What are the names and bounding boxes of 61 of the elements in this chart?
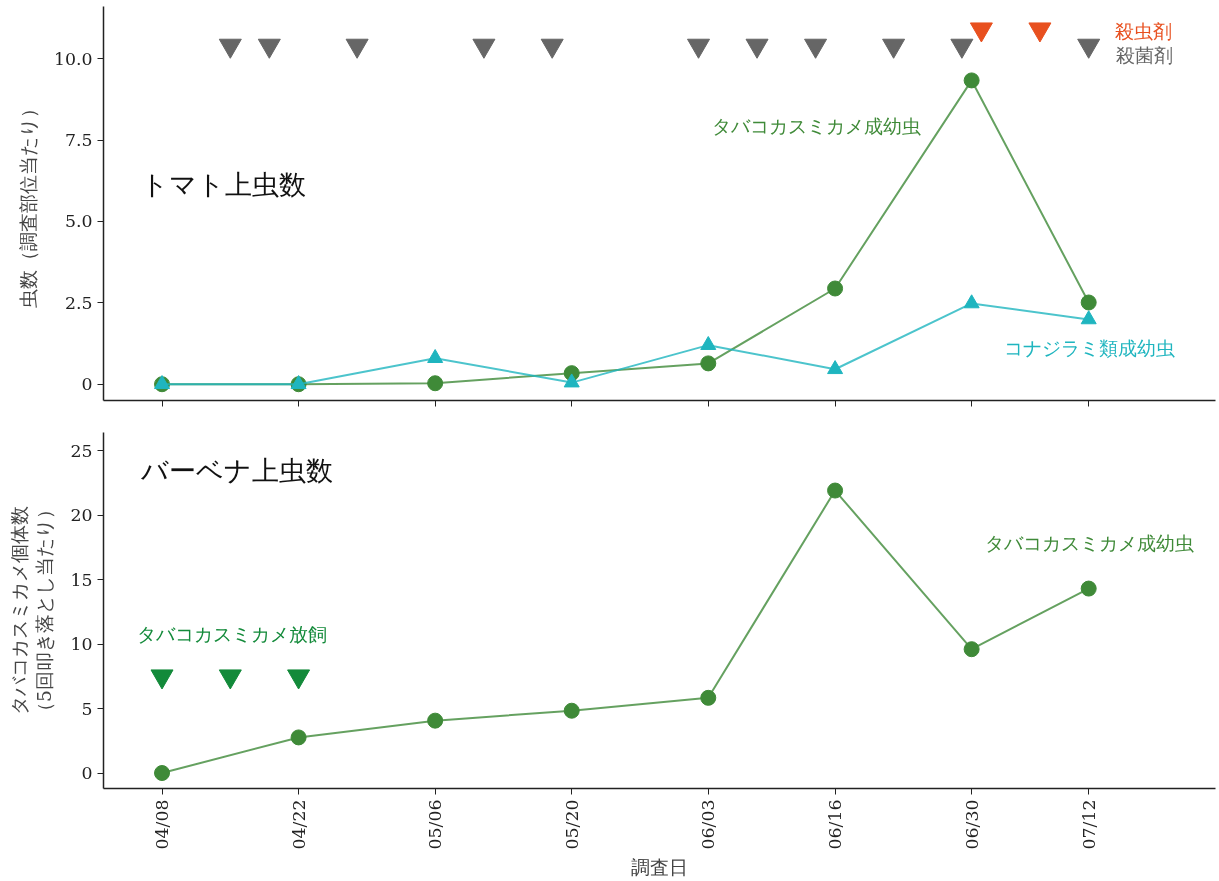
y-tick-label: 10.0: [53, 48, 93, 69]
point: [827, 360, 844, 375]
x-tick-label: 05/20: [561, 799, 582, 850]
point: [290, 729, 307, 746]
x-tick-label: 05/06: [425, 799, 446, 850]
x-tick-label: 04/08: [152, 799, 173, 850]
point: [827, 280, 844, 297]
point: [963, 294, 980, 309]
x-axis-title: 調査日: [631, 857, 688, 879]
point: [963, 641, 980, 658]
y-tick-label: 0: [81, 763, 93, 784]
point: [563, 373, 580, 388]
x-tick-label: 07/12: [1078, 799, 1099, 850]
point: [687, 38, 711, 59]
point: [1077, 38, 1101, 59]
y-tick-label: 7.5: [64, 130, 93, 150]
series-label: 殺菌剤: [1116, 45, 1174, 67]
point: [700, 689, 717, 706]
y-tick-label: 15: [70, 569, 93, 590]
series-label: コナジラミ類成幼虫: [1004, 337, 1176, 359]
y-tick-label: 5.0: [64, 211, 93, 232]
series-label: タバコカスミカメ放飼: [137, 623, 328, 645]
point: [827, 482, 844, 499]
text: トマト上虫数: [140, 169, 306, 200]
point: [882, 38, 906, 59]
point: [950, 38, 974, 59]
y-axis-title: タバコカスミカメ個体数（5回叩き落とし当たり）: [9, 500, 56, 721]
point: [472, 38, 496, 59]
point: [257, 38, 281, 59]
point: [427, 712, 444, 729]
point: [1080, 310, 1097, 325]
point: [218, 38, 242, 59]
y-tick-label: 25: [70, 440, 93, 461]
point: [345, 38, 369, 59]
y-tick-label: 2.5: [64, 292, 93, 313]
point: [700, 335, 717, 350]
point: [745, 38, 769, 59]
point: [1080, 294, 1097, 311]
point: [1080, 580, 1097, 597]
y-tick-label: 10: [70, 634, 93, 655]
x-tick-label: 06/03: [698, 799, 719, 850]
text: 殺虫剤: [1115, 20, 1173, 42]
x-tick-label: 04/22: [288, 799, 309, 850]
y-tick-label: 0: [81, 374, 93, 395]
point: [969, 22, 993, 43]
text: タバコカスミカメ成幼虫: [984, 533, 1194, 555]
point: [804, 38, 828, 59]
point: [427, 375, 444, 392]
point: [563, 702, 580, 719]
point: [427, 349, 444, 363]
point: [700, 355, 717, 372]
y-tick-label: 20: [70, 505, 93, 526]
x-tick-label: 06/30: [961, 799, 982, 850]
y-axis-title: 虫数（調査部位当たり）: [17, 99, 39, 308]
point: [154, 765, 171, 782]
y-tick-label: 5: [81, 698, 93, 719]
point: [540, 38, 564, 59]
text: バーベナ上虫数: [139, 455, 333, 486]
x-tick-label: 06/16: [825, 799, 846, 850]
point: [1028, 22, 1052, 43]
series-label: タバコカスミカメ成幼虫: [712, 115, 922, 137]
